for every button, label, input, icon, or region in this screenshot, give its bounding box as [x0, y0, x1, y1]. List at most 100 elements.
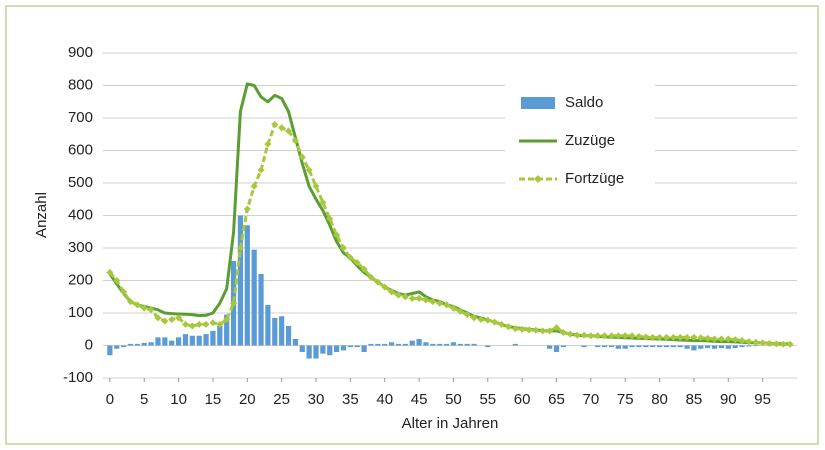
- marker: [264, 140, 272, 148]
- bar: [347, 345, 353, 348]
- bar: [217, 326, 223, 346]
- marker: [587, 332, 595, 340]
- marker: [120, 288, 128, 296]
- marker: [154, 314, 162, 322]
- bar: [450, 342, 457, 346]
- y-tick-label: 600: [68, 141, 93, 158]
- bar: [656, 345, 663, 348]
- bar: [629, 345, 635, 348]
- bar: [237, 215, 244, 346]
- marker: [759, 339, 767, 347]
- bar: [650, 345, 656, 348]
- marker: [511, 325, 519, 333]
- bar: [127, 343, 134, 346]
- marker: [580, 331, 588, 339]
- bar: [663, 345, 670, 348]
- marker: [690, 333, 698, 341]
- marker: [662, 333, 670, 341]
- marker: [374, 278, 382, 286]
- marker: [704, 334, 712, 342]
- bar: [608, 345, 615, 348]
- bar: [553, 345, 560, 352]
- legend-entry: Fortzüge: [519, 170, 624, 187]
- bar: [691, 345, 697, 351]
- marker: [477, 316, 485, 323]
- bar: [285, 326, 292, 346]
- x-tick-label: 95: [754, 391, 771, 408]
- bar: [148, 342, 154, 346]
- legend-label: Fortzüge: [565, 170, 624, 187]
- bar: [189, 335, 195, 346]
- marker: [415, 294, 423, 302]
- bar: [388, 342, 395, 346]
- marker: [202, 320, 210, 328]
- marker: [621, 332, 629, 340]
- marker: [649, 333, 657, 341]
- marker: [573, 331, 581, 339]
- y-tick-label: 400: [68, 206, 93, 223]
- marker: [429, 298, 437, 306]
- bar: [340, 345, 347, 351]
- marker: [250, 182, 258, 190]
- marker: [360, 265, 368, 273]
- bar: [107, 345, 113, 356]
- marker: [463, 311, 471, 319]
- bar: [114, 345, 120, 349]
- marker: [216, 320, 224, 328]
- marker: [518, 325, 526, 333]
- marker: [683, 333, 691, 341]
- x-tick-label: 60: [514, 391, 531, 408]
- y-tick-label: 700: [68, 109, 93, 126]
- x-tick-label: 30: [308, 391, 325, 408]
- x-tick-label: 40: [376, 391, 393, 408]
- marker: [353, 259, 361, 267]
- marker: [436, 299, 444, 307]
- bar: [732, 345, 738, 349]
- marker: [113, 277, 121, 284]
- marker: [484, 316, 492, 324]
- bar: [155, 337, 161, 346]
- bar: [643, 345, 649, 348]
- marker: [381, 283, 389, 291]
- marker: [126, 298, 134, 306]
- bar: [292, 339, 299, 346]
- marker: [106, 268, 114, 276]
- bar: [258, 274, 264, 346]
- x-tick-label: 65: [548, 391, 565, 408]
- bar: [162, 337, 168, 346]
- bar: [636, 345, 642, 348]
- bar: [423, 342, 429, 346]
- marker: [346, 254, 354, 262]
- bar: [327, 345, 333, 356]
- marker: [676, 333, 684, 341]
- marker: [635, 332, 643, 340]
- bar: [182, 334, 189, 346]
- bar: [395, 343, 402, 346]
- marker: [449, 304, 457, 312]
- marker: [717, 335, 725, 343]
- bar: [279, 316, 285, 346]
- marker: [175, 314, 183, 322]
- marker: [559, 329, 567, 336]
- bar: [547, 345, 553, 349]
- marker: [209, 319, 217, 327]
- marker: [628, 332, 636, 340]
- marker: [745, 338, 753, 346]
- marker: [236, 244, 244, 252]
- bar: [739, 345, 745, 348]
- marker: [786, 340, 794, 348]
- legend-entry: Zuzüge: [519, 132, 615, 149]
- marker: [243, 205, 251, 213]
- bar: [244, 225, 250, 346]
- marker: [532, 326, 540, 334]
- marker: [614, 332, 622, 340]
- y-tick-label: 300: [68, 239, 93, 256]
- bar: [581, 345, 587, 348]
- marker: [161, 317, 169, 325]
- bar: [430, 343, 436, 346]
- marker: [181, 320, 189, 328]
- bar: [121, 345, 127, 348]
- legend-entry: Saldo: [521, 94, 603, 111]
- bar: [409, 340, 415, 346]
- x-tick-label: 90: [720, 391, 737, 408]
